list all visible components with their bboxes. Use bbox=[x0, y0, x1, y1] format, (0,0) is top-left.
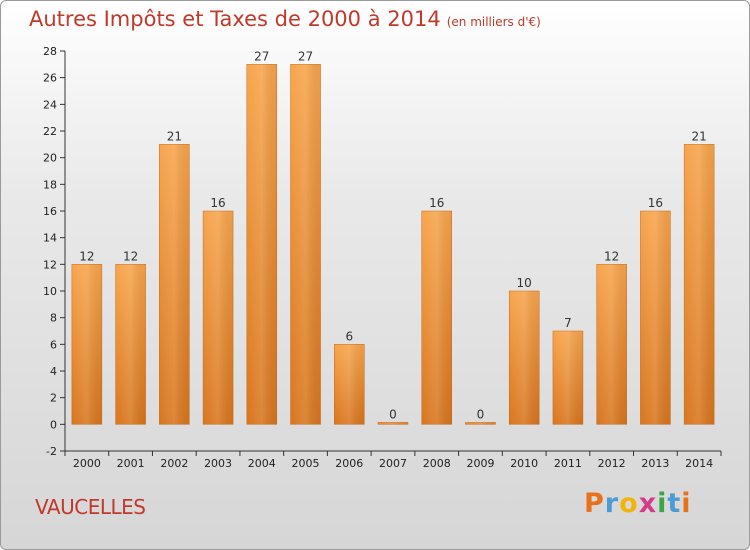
bar-highlight bbox=[71, 264, 102, 425]
logo-letter: i bbox=[657, 488, 668, 519]
y-tick-label: 0 bbox=[50, 418, 57, 431]
y-tick-label: 2 bbox=[50, 392, 57, 405]
bar-highlight bbox=[465, 422, 496, 425]
bar-value-label: 12 bbox=[123, 249, 138, 263]
x-tick-label: 2006 bbox=[335, 457, 363, 470]
bar-value-label: 16 bbox=[648, 196, 663, 210]
y-tick-label: 22 bbox=[43, 125, 57, 138]
x-tick-label: 2003 bbox=[204, 457, 232, 470]
bar-highlight bbox=[596, 264, 627, 425]
y-tick-label: 14 bbox=[43, 232, 57, 245]
x-tick-label: 2012 bbox=[598, 457, 626, 470]
x-tick-label: 2004 bbox=[248, 457, 276, 470]
y-tick-label: 8 bbox=[50, 312, 57, 325]
bar-highlight bbox=[290, 64, 321, 425]
bar-value-label: 12 bbox=[79, 249, 94, 263]
bar-highlight bbox=[334, 344, 365, 425]
y-tick-label: 28 bbox=[43, 45, 57, 58]
y-tick-label: 4 bbox=[50, 365, 57, 378]
bar-value-label: 6 bbox=[345, 329, 353, 343]
logo-letter: r bbox=[604, 488, 620, 519]
y-tick-label: 6 bbox=[50, 338, 57, 351]
chart-title: Autres Impôts et Taxes de 2000 à 2014 (en… bbox=[29, 7, 541, 31]
bar-value-label: 16 bbox=[429, 196, 444, 210]
bar-value-label: 27 bbox=[254, 49, 269, 63]
bar-value-label: 21 bbox=[167, 129, 182, 143]
bar-value-label: 21 bbox=[691, 129, 706, 143]
bar-highlight bbox=[552, 331, 583, 425]
bar-value-label: 0 bbox=[389, 407, 397, 421]
y-tick-label: 12 bbox=[43, 258, 57, 271]
y-tick-label: 16 bbox=[43, 205, 57, 218]
x-tick-label: 2007 bbox=[379, 457, 407, 470]
bar-highlight bbox=[421, 211, 452, 425]
x-tick-label: 2014 bbox=[685, 457, 713, 470]
commune-name: VAUCELLES bbox=[35, 495, 146, 519]
bar-highlight bbox=[640, 211, 671, 425]
y-tick-label: 26 bbox=[43, 72, 57, 85]
title-text: Autres Impôts et Taxes de 2000 à 2014 bbox=[29, 7, 441, 31]
x-tick-label: 2000 bbox=[73, 457, 101, 470]
x-tick-label: 2011 bbox=[554, 457, 582, 470]
x-tick-label: 2008 bbox=[423, 457, 451, 470]
bar-highlight bbox=[115, 264, 146, 425]
bar-highlight bbox=[378, 422, 408, 425]
logo-letter: i bbox=[681, 488, 692, 519]
x-tick-label: 2013 bbox=[641, 457, 669, 470]
unit-text: (en milliers d'€) bbox=[446, 15, 541, 29]
bar-highlight bbox=[246, 64, 277, 425]
x-tick-label: 2009 bbox=[466, 457, 494, 470]
x-tick-label: 2001 bbox=[117, 457, 145, 470]
x-tick-label: 2010 bbox=[510, 457, 538, 470]
bar-highlight bbox=[203, 211, 234, 425]
y-tick-label: 24 bbox=[43, 98, 57, 111]
y-tick-label: -2 bbox=[46, 445, 57, 458]
y-tick-label: 10 bbox=[43, 285, 57, 298]
y-tick-label: 18 bbox=[43, 178, 57, 191]
bar-highlight bbox=[509, 291, 540, 425]
bar-highlight bbox=[159, 144, 190, 425]
x-tick-label: 2002 bbox=[160, 457, 188, 470]
bar-value-label: 0 bbox=[477, 407, 485, 421]
logo-letter: x bbox=[638, 488, 658, 519]
y-tick-label: 20 bbox=[43, 152, 57, 165]
x-tick-label: 2005 bbox=[292, 457, 320, 470]
bar-value-label: 10 bbox=[517, 276, 532, 290]
logo-letter: o bbox=[619, 488, 639, 519]
bar-value-label: 16 bbox=[210, 196, 225, 210]
bar-value-label: 7 bbox=[564, 316, 572, 330]
bar-value-label: 27 bbox=[298, 49, 313, 63]
proxiti-logo: Proxiti bbox=[584, 488, 692, 519]
bar-highlight bbox=[684, 144, 715, 425]
logo-letter: P bbox=[584, 488, 605, 519]
logo-letter: t bbox=[667, 488, 682, 519]
bar-value-label: 12 bbox=[604, 249, 619, 263]
